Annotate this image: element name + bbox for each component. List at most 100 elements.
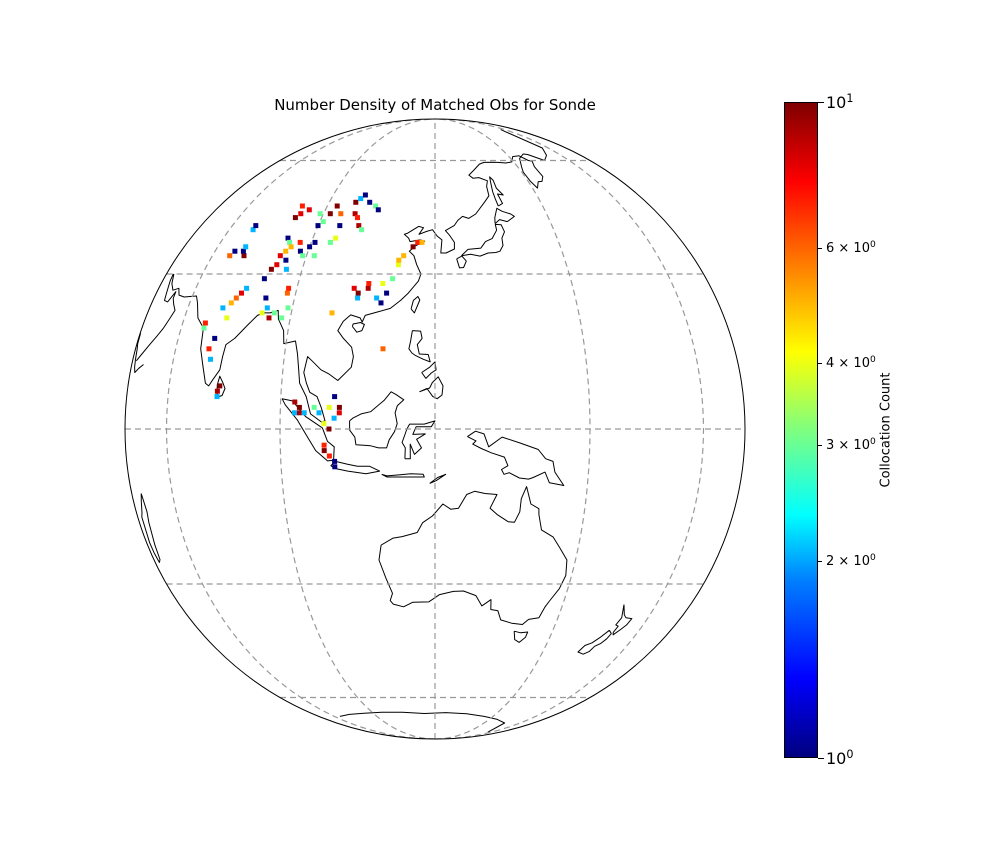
obs-cell-25	[299, 203, 305, 209]
obs-cell-46	[288, 244, 294, 250]
obs-cell-62	[263, 295, 269, 301]
obs-cell-8	[202, 320, 208, 326]
colorbar-tick-4	[818, 363, 822, 365]
obs-cell-43	[375, 207, 381, 213]
obs-cell-28	[327, 211, 333, 217]
luzon-coast	[408, 330, 431, 363]
obs-cell-84	[415, 239, 421, 245]
obs-cell-34	[315, 223, 321, 229]
taiwan-coast	[410, 296, 421, 314]
australia-coast	[378, 486, 568, 625]
obs-cell-58	[312, 239, 318, 245]
obs-cell-39	[358, 196, 364, 202]
japan-honshu	[461, 223, 505, 257]
obs-cell-80	[390, 276, 396, 282]
obs-cell-40	[362, 192, 368, 198]
obs-cell-76	[374, 295, 380, 301]
obs-cell-30	[338, 211, 344, 217]
obs-cell-35	[337, 223, 343, 229]
graticule	[125, 119, 745, 739]
obs-cell-72	[355, 290, 361, 296]
obs-cell-38	[353, 199, 359, 205]
obs-cell-9	[224, 315, 230, 321]
colorbar-tick-label-1: 100	[826, 748, 853, 768]
obs-cell-85	[419, 239, 425, 245]
colorbar-tick-1	[818, 758, 824, 759]
obs-cell-95	[326, 404, 332, 410]
obs-cell-82	[396, 257, 402, 263]
colorbar-tick-3	[818, 445, 822, 446]
tick-label-exponent: 0	[869, 354, 876, 365]
obs-cell-32	[355, 215, 360, 221]
obs-cell-48	[277, 253, 283, 259]
obs-cell-15	[259, 310, 265, 316]
obs-cell-70	[329, 310, 335, 316]
obs-cell-2	[214, 394, 220, 400]
obs-cell-56	[311, 253, 317, 259]
hainan-coast	[351, 322, 365, 333]
obs-cell-33	[320, 219, 326, 225]
obs-cell-102	[321, 442, 327, 448]
obs-cell-13	[239, 290, 244, 296]
obs-cell-45	[287, 239, 292, 245]
obs-cell-29	[334, 203, 340, 209]
obs-cell-36	[356, 223, 362, 229]
observation-cells	[201, 192, 425, 470]
tick-label-exponent: 0	[869, 436, 876, 447]
obs-cell-55	[300, 253, 306, 259]
obs-cell-16	[227, 253, 233, 259]
obs-cell-79	[380, 281, 386, 286]
obs-cell-104	[326, 453, 332, 459]
obs-cell-105	[332, 458, 338, 464]
borneo-coast	[349, 391, 405, 449]
obs-cell-11	[228, 300, 234, 306]
obs-cell-90	[296, 410, 302, 416]
obs-cell-97	[321, 421, 327, 427]
obs-cell-4	[208, 356, 213, 362]
obs-cell-106	[332, 464, 338, 470]
colorbar-tick-label-5: 6 × 100	[826, 239, 876, 255]
obs-cell-3	[217, 383, 223, 389]
sakhalin-coast	[489, 176, 504, 207]
obs-cell-17	[232, 248, 238, 254]
obs-cell-101	[332, 394, 338, 400]
obs-cell-23	[292, 215, 298, 221]
obs-cell-87	[380, 346, 386, 352]
arabia-coast	[135, 273, 177, 362]
obs-cell-78	[384, 290, 390, 296]
obs-cell-63	[264, 305, 270, 311]
obs-cell-5	[206, 346, 212, 352]
obs-cell-60	[333, 235, 339, 241]
nz-north-coast	[612, 604, 633, 636]
tick-label-base: 3 × 10	[826, 438, 870, 454]
obs-cell-53	[297, 248, 303, 254]
visayas-coast	[421, 361, 437, 379]
obs-cell-54	[307, 244, 313, 250]
obs-cell-26	[306, 207, 312, 213]
coastlines	[134, 129, 633, 733]
obs-cell-91	[292, 410, 297, 416]
tick-label-base: 6 × 10	[826, 240, 870, 256]
obs-cell-22	[253, 223, 259, 229]
obs-cell-59	[327, 239, 333, 245]
obs-cell-14	[244, 285, 250, 291]
obs-cell-83	[401, 253, 407, 259]
obs-cell-49	[283, 257, 289, 263]
colorbar	[784, 102, 818, 758]
obs-cell-51	[268, 266, 274, 272]
globe-outline	[124, 118, 746, 740]
colorbar-tick-6	[818, 102, 824, 103]
obs-cell-50	[274, 262, 280, 268]
obs-cell-7	[201, 325, 207, 331]
tick-label-exponent: 0	[869, 552, 876, 563]
obs-cell-66	[284, 290, 290, 296]
obs-cell-100	[336, 404, 342, 410]
obs-cell-69	[279, 315, 285, 321]
sulawesi-coast	[401, 420, 436, 460]
obs-cell-74	[365, 285, 371, 291]
obs-cell-18	[241, 253, 247, 259]
obs-cell-20	[243, 244, 249, 250]
tick-label-base: 10	[826, 93, 847, 113]
obs-cell-42	[373, 203, 379, 209]
